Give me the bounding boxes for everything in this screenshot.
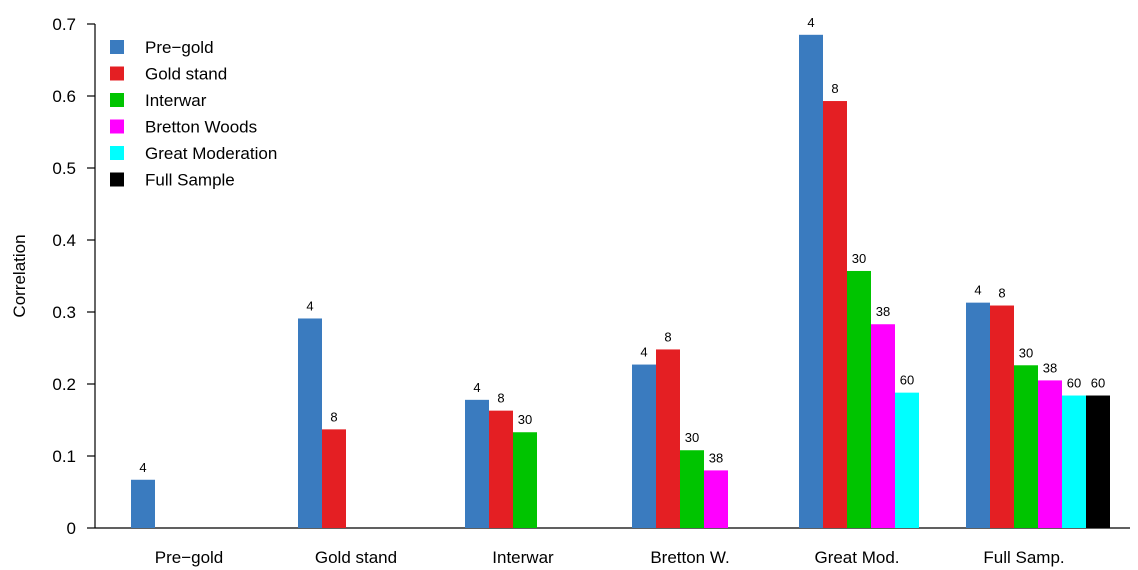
bar <box>465 399 489 528</box>
category-label: Bretton W. <box>650 548 729 567</box>
bar <box>131 479 155 528</box>
bar <box>704 470 728 528</box>
axes: 0 0.1 0.2 0.3 0.4 0.5 0.6 0.7 Correlation Pre−gol… <box>10 15 1130 567</box>
category-label: Gold stand <box>315 548 397 567</box>
bar <box>799 34 823 529</box>
y-tick-label: 0.4 <box>52 231 76 250</box>
legend-label: Great Moderation <box>145 144 277 163</box>
legend: Pre−gold Gold stand Interwar Bretton Woods G… <box>110 38 277 190</box>
bar-data-label: 60 <box>1067 376 1081 391</box>
bar-data-label: 8 <box>998 286 1005 301</box>
bar <box>1062 395 1086 528</box>
category-label: Great Mod. <box>814 548 899 567</box>
y-tick-label: 0.1 <box>52 447 76 466</box>
category-label: Interwar <box>492 548 554 567</box>
bar <box>1014 365 1038 528</box>
legend-label: Pre−gold <box>145 38 214 57</box>
bar <box>966 302 990 528</box>
y-tick-label: 0 <box>67 519 76 538</box>
y-tick-label: 0.6 <box>52 87 76 106</box>
bar <box>990 305 1014 528</box>
bar-data-label: 8 <box>664 329 671 344</box>
bar <box>680 450 704 528</box>
bar <box>632 364 656 528</box>
bar <box>322 429 346 528</box>
legend-label: Bretton Woods <box>145 118 257 137</box>
bar-data-label: 30 <box>1019 345 1033 360</box>
bar-data-label: 38 <box>1043 360 1057 375</box>
legend-swatch <box>110 93 124 107</box>
category-label: Pre−gold <box>155 548 224 567</box>
bar <box>847 270 871 528</box>
bar-data-label: 4 <box>640 345 647 360</box>
bar-data-label: 38 <box>876 304 890 319</box>
bar-data-label: 4 <box>139 460 146 475</box>
bar-data-label: 8 <box>497 391 504 406</box>
legend-label: Gold stand <box>145 65 227 84</box>
legend-label: Full Sample <box>145 171 235 190</box>
y-axis-title: Correlation <box>10 234 29 317</box>
bar-data-label: 60 <box>900 373 914 388</box>
bar-data-label: 4 <box>974 283 981 298</box>
legend-swatch <box>110 40 124 54</box>
legend-swatch <box>110 146 124 160</box>
bar <box>895 392 919 528</box>
bar <box>871 324 895 528</box>
bar-data-label: 4 <box>807 15 814 30</box>
legend-swatch <box>110 66 124 81</box>
bar-data-label: 30 <box>685 430 699 445</box>
bar <box>656 349 680 528</box>
bar <box>1038 380 1062 528</box>
bar <box>1086 395 1110 528</box>
y-tick-label: 0.2 <box>52 375 76 394</box>
bar <box>489 410 513 528</box>
bar-data-label: 30 <box>518 412 532 427</box>
legend-label: Interwar <box>145 91 207 110</box>
y-tick-label: 0.7 <box>52 15 76 34</box>
y-tick-label: 0.3 <box>52 303 76 322</box>
bar <box>513 432 537 528</box>
bar-data-label: 4 <box>473 380 480 395</box>
bar-data-label: 8 <box>831 81 838 96</box>
category-label: Full Samp. <box>983 548 1064 567</box>
bar-data-label: 38 <box>709 450 723 465</box>
bar-data-label: 60 <box>1091 376 1105 391</box>
y-tick-label: 0.5 <box>52 159 76 178</box>
bars: 4 4 8 4 8 30 4 8 30 38 4 8 30 38 60 4 8 30 38 60 60 <box>131 15 1110 529</box>
bar-data-label: 4 <box>306 298 313 313</box>
bar-data-label: 30 <box>852 251 866 266</box>
bar-data-label: 8 <box>330 409 337 424</box>
bar <box>823 101 847 528</box>
legend-swatch <box>110 119 124 134</box>
legend-swatch <box>110 172 124 187</box>
bar <box>298 318 322 528</box>
